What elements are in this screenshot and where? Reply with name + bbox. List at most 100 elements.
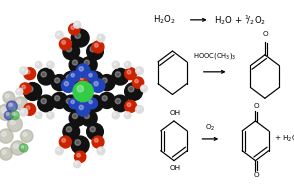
Circle shape: [126, 63, 128, 65]
Circle shape: [63, 123, 80, 140]
Circle shape: [125, 68, 137, 80]
Circle shape: [66, 46, 72, 52]
Circle shape: [37, 63, 39, 65]
Circle shape: [4, 111, 13, 120]
Circle shape: [69, 57, 85, 73]
Circle shape: [92, 41, 104, 53]
Circle shape: [112, 95, 128, 112]
Circle shape: [136, 67, 143, 75]
Circle shape: [63, 71, 80, 88]
Circle shape: [55, 96, 60, 101]
Circle shape: [76, 64, 90, 77]
Circle shape: [77, 153, 80, 157]
Circle shape: [84, 113, 89, 119]
Circle shape: [75, 162, 77, 164]
Circle shape: [99, 149, 101, 151]
Circle shape: [64, 81, 69, 86]
Circle shape: [22, 85, 26, 89]
Circle shape: [0, 104, 14, 120]
Circle shape: [90, 75, 95, 80]
Circle shape: [69, 110, 85, 126]
Circle shape: [87, 98, 97, 109]
Circle shape: [24, 83, 41, 100]
Circle shape: [2, 132, 6, 136]
Circle shape: [63, 43, 80, 60]
Circle shape: [57, 33, 60, 35]
Circle shape: [78, 75, 88, 84]
Circle shape: [74, 82, 92, 101]
Circle shape: [21, 146, 24, 148]
Circle shape: [87, 123, 103, 140]
Circle shape: [35, 112, 42, 119]
Circle shape: [20, 108, 28, 116]
Text: H$_2$O + $^1\!/_2$O$_2$: H$_2$O + $^1\!/_2$O$_2$: [214, 13, 266, 27]
Circle shape: [125, 83, 143, 100]
Circle shape: [87, 95, 103, 112]
Circle shape: [72, 60, 78, 65]
Circle shape: [20, 144, 28, 152]
Circle shape: [72, 113, 78, 119]
Circle shape: [78, 86, 83, 92]
Circle shape: [56, 147, 63, 155]
Circle shape: [75, 33, 81, 38]
Circle shape: [48, 63, 51, 65]
Circle shape: [21, 110, 24, 112]
Circle shape: [92, 136, 104, 148]
Circle shape: [74, 161, 81, 168]
Circle shape: [126, 113, 128, 115]
Circle shape: [14, 144, 18, 148]
Circle shape: [11, 141, 25, 155]
Circle shape: [99, 92, 115, 108]
Text: O: O: [253, 103, 259, 109]
Circle shape: [78, 99, 88, 108]
Circle shape: [77, 85, 83, 92]
Circle shape: [21, 130, 33, 142]
Circle shape: [48, 113, 51, 115]
Circle shape: [79, 67, 83, 71]
Circle shape: [142, 87, 144, 89]
Circle shape: [71, 29, 89, 47]
Circle shape: [59, 136, 71, 148]
Circle shape: [12, 113, 15, 115]
Circle shape: [0, 148, 12, 160]
Circle shape: [73, 81, 93, 102]
Circle shape: [6, 113, 9, 115]
Circle shape: [115, 98, 121, 104]
Circle shape: [66, 98, 72, 104]
Circle shape: [20, 83, 31, 94]
Circle shape: [97, 147, 105, 155]
Text: HOOC(CH$_3$)$_3$: HOOC(CH$_3$)$_3$: [193, 51, 236, 61]
Circle shape: [75, 23, 77, 25]
Circle shape: [90, 98, 95, 104]
Circle shape: [6, 101, 17, 112]
Circle shape: [66, 127, 72, 132]
Circle shape: [79, 105, 83, 110]
Circle shape: [24, 68, 36, 80]
Circle shape: [71, 136, 89, 154]
Text: O$_2$: O$_2$: [205, 123, 216, 133]
Circle shape: [57, 149, 60, 151]
Circle shape: [80, 101, 83, 104]
Circle shape: [63, 95, 80, 112]
Circle shape: [47, 61, 54, 68]
Circle shape: [81, 110, 97, 126]
Circle shape: [56, 31, 63, 39]
Circle shape: [89, 74, 92, 77]
Circle shape: [76, 102, 90, 116]
Circle shape: [137, 68, 140, 71]
Circle shape: [87, 43, 103, 60]
Circle shape: [90, 127, 95, 132]
Circle shape: [114, 113, 116, 115]
Circle shape: [17, 99, 21, 104]
Circle shape: [99, 75, 115, 91]
Circle shape: [87, 71, 97, 82]
Circle shape: [35, 62, 42, 68]
Circle shape: [55, 78, 60, 83]
Circle shape: [24, 103, 36, 115]
Circle shape: [94, 43, 98, 47]
Circle shape: [124, 62, 131, 68]
Circle shape: [51, 92, 67, 108]
Circle shape: [75, 140, 81, 145]
Circle shape: [136, 105, 143, 113]
Circle shape: [59, 38, 71, 50]
